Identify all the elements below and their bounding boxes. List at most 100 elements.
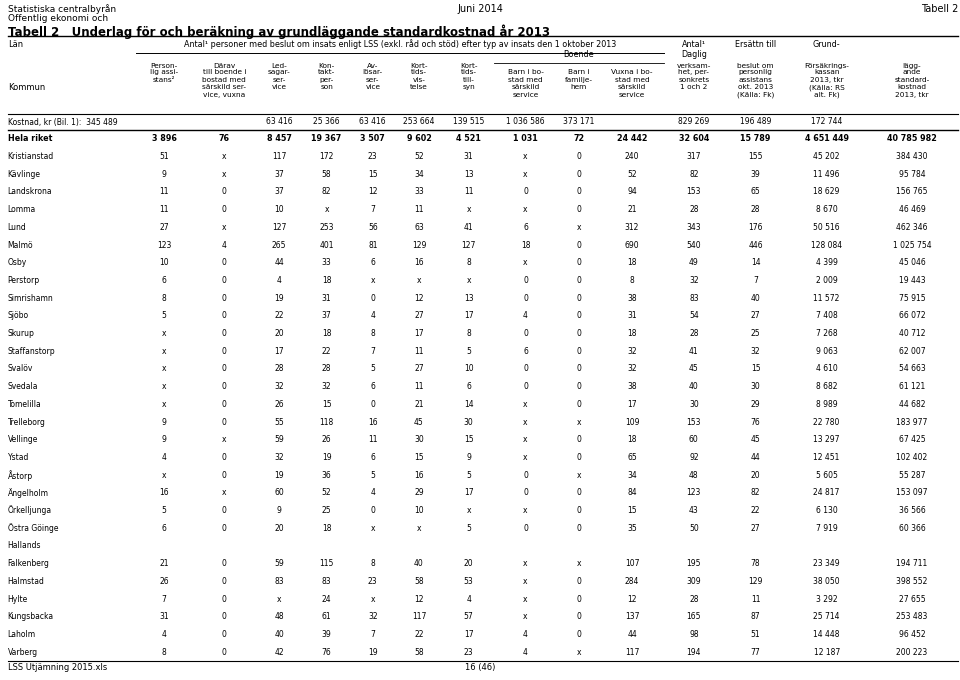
Text: Östra Göinge: Östra Göinge (8, 524, 59, 533)
Text: 15: 15 (414, 453, 423, 462)
Text: vis-: vis- (413, 77, 425, 83)
Text: 46 469: 46 469 (899, 205, 925, 214)
Text: Sjöbo: Sjöbo (8, 311, 29, 320)
Text: 11: 11 (414, 347, 423, 356)
Text: vice: vice (272, 84, 286, 90)
Text: 30: 30 (751, 382, 760, 391)
Text: 19: 19 (322, 453, 331, 462)
Text: 52: 52 (322, 488, 331, 497)
Text: 9: 9 (161, 435, 166, 444)
Text: 32: 32 (689, 276, 699, 285)
Text: 45: 45 (414, 418, 423, 426)
Text: 25 714: 25 714 (813, 612, 840, 622)
Text: 27: 27 (414, 311, 423, 320)
Text: Ängelholm: Ängelholm (8, 488, 49, 498)
Text: x: x (523, 594, 528, 604)
Text: 115: 115 (320, 559, 334, 568)
Text: 11: 11 (159, 205, 169, 214)
Text: 123: 123 (156, 241, 171, 250)
Text: Kort-: Kort- (410, 63, 428, 69)
Text: 0: 0 (523, 471, 528, 479)
Text: x: x (417, 276, 421, 285)
Text: Kommun: Kommun (8, 84, 45, 92)
Text: 28: 28 (689, 329, 699, 338)
Text: 2 009: 2 009 (816, 276, 837, 285)
Text: 0: 0 (576, 435, 581, 444)
Text: 155: 155 (749, 152, 763, 161)
Text: stad med: stad med (614, 77, 649, 83)
Text: 0: 0 (576, 382, 581, 391)
Text: 15: 15 (368, 170, 377, 179)
Text: 16: 16 (414, 471, 423, 479)
Text: 0: 0 (222, 258, 227, 267)
Text: 0: 0 (222, 418, 227, 426)
Text: 384 430: 384 430 (896, 152, 927, 161)
Text: x: x (371, 524, 375, 532)
Text: 20: 20 (275, 524, 284, 532)
Text: x: x (523, 577, 528, 585)
Text: 4: 4 (222, 241, 227, 250)
Text: 8: 8 (467, 329, 471, 338)
Text: 45 202: 45 202 (813, 152, 840, 161)
Text: x: x (523, 152, 528, 161)
Text: 0: 0 (523, 188, 528, 197)
Text: Laholm: Laholm (8, 630, 36, 639)
Text: 62 007: 62 007 (899, 347, 925, 356)
Text: 27: 27 (751, 524, 760, 532)
Text: 0: 0 (576, 453, 581, 462)
Text: 24 817: 24 817 (813, 488, 840, 497)
Text: 27: 27 (414, 364, 423, 373)
Text: 172: 172 (320, 152, 334, 161)
Text: 2013, tkr: 2013, tkr (895, 92, 928, 98)
Text: 253 664: 253 664 (403, 118, 435, 126)
Text: 41: 41 (464, 223, 473, 232)
Text: 0: 0 (222, 364, 227, 373)
Text: 15: 15 (627, 506, 636, 515)
Text: Perstorp: Perstorp (8, 276, 39, 285)
Text: 200 223: 200 223 (897, 647, 927, 657)
Text: 43: 43 (689, 506, 699, 515)
Text: 82: 82 (751, 488, 760, 497)
Text: 446: 446 (749, 241, 763, 250)
Text: x: x (371, 276, 375, 285)
Text: 27: 27 (751, 311, 760, 320)
Text: 56: 56 (368, 223, 377, 232)
Text: 4: 4 (523, 630, 528, 639)
Text: 253 483: 253 483 (897, 612, 927, 622)
Text: 34: 34 (627, 471, 636, 479)
Text: 0: 0 (222, 559, 227, 568)
Text: 0: 0 (576, 294, 581, 303)
Text: 109: 109 (625, 418, 639, 426)
Text: per-: per- (320, 77, 334, 83)
Text: x: x (371, 594, 375, 604)
Text: Hallands: Hallands (8, 541, 41, 550)
Text: 82: 82 (322, 188, 331, 197)
Text: 23: 23 (368, 152, 377, 161)
Text: 40 712: 40 712 (899, 329, 925, 338)
Text: 7 919: 7 919 (816, 524, 837, 532)
Text: 0: 0 (222, 453, 227, 462)
Text: 51: 51 (751, 630, 760, 639)
Text: Malmö: Malmö (8, 241, 34, 250)
Text: 95 784: 95 784 (899, 170, 925, 179)
Text: vice: vice (366, 84, 380, 90)
Text: 53: 53 (464, 577, 473, 585)
Text: okt. 2013: okt. 2013 (738, 84, 773, 90)
Text: 83: 83 (689, 294, 699, 303)
Text: 32: 32 (322, 382, 331, 391)
Text: 76: 76 (322, 647, 331, 657)
Text: 0: 0 (222, 647, 227, 657)
Text: 58: 58 (414, 647, 423, 657)
Text: 29: 29 (414, 488, 423, 497)
Text: 33: 33 (322, 258, 331, 267)
Text: 20: 20 (751, 471, 760, 479)
Text: Län: Län (8, 40, 23, 49)
Text: 117: 117 (412, 612, 426, 622)
Text: 48: 48 (689, 471, 699, 479)
Text: x: x (523, 400, 528, 409)
Text: 11: 11 (368, 435, 377, 444)
Text: 52: 52 (414, 152, 423, 161)
Text: 60: 60 (689, 435, 699, 444)
Text: 9: 9 (161, 418, 166, 426)
Text: 17: 17 (275, 347, 284, 356)
